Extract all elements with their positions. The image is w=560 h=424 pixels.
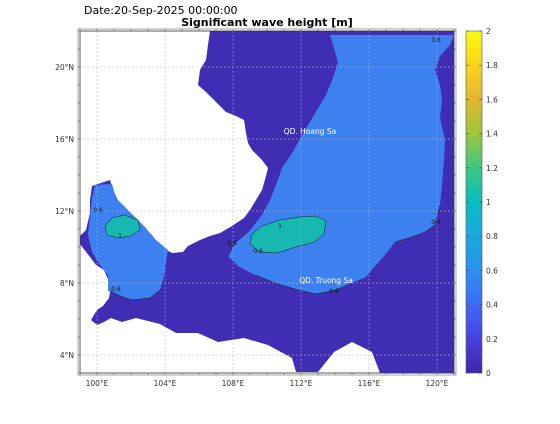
colorbar-tick-label: 1 bbox=[486, 198, 491, 207]
contour-label: 0.6 bbox=[93, 207, 103, 214]
contour-label: 0.6 bbox=[111, 286, 121, 293]
sea-mid-wave bbox=[88, 35, 454, 300]
x-tick-label: 112°E bbox=[290, 379, 313, 388]
contour-label: 1 bbox=[278, 223, 282, 230]
colorbar-tick-label: 0 bbox=[486, 369, 491, 378]
contour-label: 0.6 bbox=[227, 240, 237, 247]
x-tick-label: 108°E bbox=[222, 379, 245, 388]
y-tick-label: 20°N bbox=[55, 63, 74, 72]
date-label: Date:20-Sep-2025 00:00:00 bbox=[84, 4, 238, 17]
colorbar-tick-label: 0.2 bbox=[486, 335, 498, 344]
map-area: 0.610.60.610.60.60.60.6 QD. Hoang SaQD. … bbox=[80, 31, 454, 373]
graticule bbox=[80, 31, 454, 373]
x-tick-label: 120°E bbox=[426, 379, 449, 388]
contour-labels: 0.6 1 0.6 0.6 1 0.6 0.6 0.6 0.6 bbox=[93, 37, 441, 295]
contour-label: 0.6 bbox=[431, 37, 441, 44]
place-label: QD. Hoang Sa bbox=[284, 127, 337, 136]
y-axis-ticks: 4°N 8°N 12°N 16°N 20°N bbox=[55, 63, 74, 360]
sea-high-wave-west bbox=[104, 214, 141, 239]
colorbar-tick-label: 1.6 bbox=[486, 95, 498, 104]
sea-high-wave-east bbox=[249, 215, 327, 254]
y-tick-label: 8°N bbox=[60, 279, 74, 288]
contour-label: 0.6 bbox=[329, 288, 339, 295]
x-tick-label: 104°E bbox=[154, 379, 177, 388]
place-labels: QD. Hoang Sa QD. Truong Sa bbox=[284, 127, 353, 285]
colorbar-tick-label: 1.8 bbox=[486, 61, 498, 70]
y-tick-label: 4°N bbox=[60, 351, 74, 360]
frame-ticks bbox=[78, 29, 456, 375]
contour-label: 0.6 bbox=[253, 248, 263, 255]
place-label: QD. Truong Sa bbox=[299, 276, 353, 285]
x-tick-label: 100°E bbox=[86, 379, 109, 388]
colorbar-tick-label: 2 bbox=[486, 27, 491, 36]
y-tick-label: 12°N bbox=[55, 207, 74, 216]
colorbar-ticks: 0 0.2 0.4 0.6 0.8 1 1.2 1.4 1.6 1.8 2 bbox=[466, 27, 498, 378]
colorbar-tick-label: 1.2 bbox=[486, 164, 498, 173]
x-tick-label: 116°E bbox=[358, 379, 381, 388]
colorbar-tick-label: 0.4 bbox=[486, 301, 498, 310]
contour-label: 1 bbox=[118, 233, 122, 240]
y-tick-label: 16°N bbox=[55, 135, 74, 144]
colorbar-tick-label: 0.8 bbox=[486, 232, 498, 241]
contour-label: 0.6 bbox=[431, 219, 441, 226]
contour-lines-0.6 bbox=[107, 204, 441, 301]
colorbar-tick-label: 1.4 bbox=[486, 130, 498, 139]
x-axis-ticks: 100°E 104°E 108°E 112°E 116°E 120°E bbox=[86, 379, 449, 388]
chart-title: Significant wave height [m] bbox=[181, 16, 353, 29]
colorbar-tick-label: 0.6 bbox=[486, 266, 498, 275]
